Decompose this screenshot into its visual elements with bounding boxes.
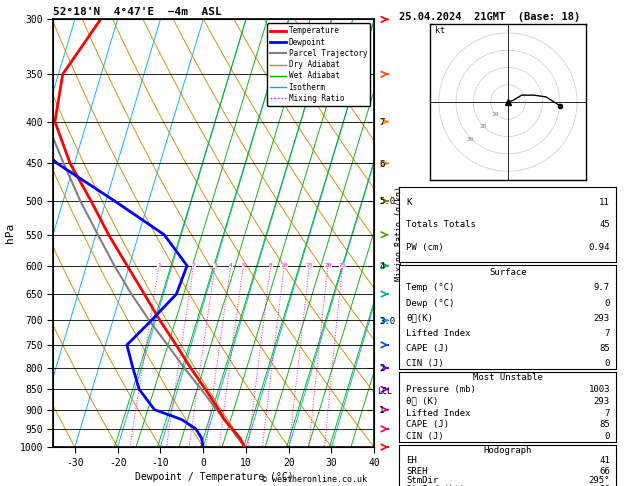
Text: 1: 1 <box>157 263 161 268</box>
Text: LCL: LCL <box>377 387 392 396</box>
Text: 3: 3 <box>213 263 217 268</box>
Text: © weatheronline.co.uk: © weatheronline.co.uk <box>262 474 367 484</box>
Text: EH: EH <box>406 456 416 466</box>
Y-axis label: km
ASL: km ASL <box>411 223 429 244</box>
Text: 20: 20 <box>479 124 487 129</box>
Text: 1003: 1003 <box>588 385 610 394</box>
Text: 45: 45 <box>599 220 610 229</box>
Text: 7: 7 <box>604 409 610 417</box>
Text: 25: 25 <box>339 263 347 268</box>
Text: 11: 11 <box>599 198 610 207</box>
Text: 30: 30 <box>467 137 474 142</box>
Text: 10: 10 <box>281 263 288 268</box>
Text: 9.7: 9.7 <box>594 283 610 293</box>
Text: 10: 10 <box>492 112 499 117</box>
Text: 41: 41 <box>599 456 610 466</box>
Text: Dewp (°C): Dewp (°C) <box>406 298 454 308</box>
Text: SREH: SREH <box>406 467 428 475</box>
Text: 0: 0 <box>604 298 610 308</box>
Text: 295°: 295° <box>588 476 610 485</box>
Text: 293: 293 <box>594 397 610 405</box>
Text: CIN (J): CIN (J) <box>406 432 443 441</box>
Text: CIN (J): CIN (J) <box>406 359 443 368</box>
Text: 52°18'N  4°47'E  −4m  ASL: 52°18'N 4°47'E −4m ASL <box>53 7 222 17</box>
Text: 2: 2 <box>192 263 196 268</box>
Text: 0.94: 0.94 <box>588 243 610 252</box>
Text: Temp (°C): Temp (°C) <box>406 283 454 293</box>
Legend: Temperature, Dewpoint, Parcel Trajectory, Dry Adiabat, Wet Adiabat, Isotherm, Mi: Temperature, Dewpoint, Parcel Trajectory… <box>267 23 370 106</box>
Text: CAPE (J): CAPE (J) <box>406 344 449 353</box>
Text: StmDir: StmDir <box>406 476 438 485</box>
X-axis label: Dewpoint / Temperature (°C): Dewpoint / Temperature (°C) <box>135 472 293 482</box>
Text: kt: kt <box>435 26 445 35</box>
Text: PW (cm): PW (cm) <box>406 243 443 252</box>
Text: Most Unstable: Most Unstable <box>473 373 543 382</box>
Text: 20: 20 <box>324 263 331 268</box>
Text: K: K <box>406 198 411 207</box>
Text: 66: 66 <box>599 467 610 475</box>
Text: 15: 15 <box>306 263 313 268</box>
Text: 4: 4 <box>229 263 233 268</box>
Text: 7: 7 <box>604 329 610 338</box>
Text: CAPE (J): CAPE (J) <box>406 420 449 429</box>
Text: θᴇ (K): θᴇ (K) <box>406 397 438 405</box>
Text: 5: 5 <box>242 263 245 268</box>
Text: Totals Totals: Totals Totals <box>406 220 476 229</box>
Text: 293: 293 <box>594 313 610 323</box>
Text: Mixing Ratio (g/kg): Mixing Ratio (g/kg) <box>396 186 404 281</box>
Y-axis label: hPa: hPa <box>6 223 15 243</box>
Text: θᴇ(K): θᴇ(K) <box>406 313 433 323</box>
Text: 85: 85 <box>599 344 610 353</box>
Text: 8: 8 <box>269 263 272 268</box>
Text: 85: 85 <box>599 420 610 429</box>
Text: Surface: Surface <box>489 268 526 277</box>
Text: 0: 0 <box>604 432 610 441</box>
Text: 0: 0 <box>604 359 610 368</box>
Text: Hodograph: Hodograph <box>484 446 532 455</box>
Text: Pressure (mb): Pressure (mb) <box>406 385 476 394</box>
Text: Lifted Index: Lifted Index <box>406 329 470 338</box>
Text: Lifted Index: Lifted Index <box>406 409 470 417</box>
Text: 25.04.2024  21GMT  (Base: 18): 25.04.2024 21GMT (Base: 18) <box>399 12 581 22</box>
